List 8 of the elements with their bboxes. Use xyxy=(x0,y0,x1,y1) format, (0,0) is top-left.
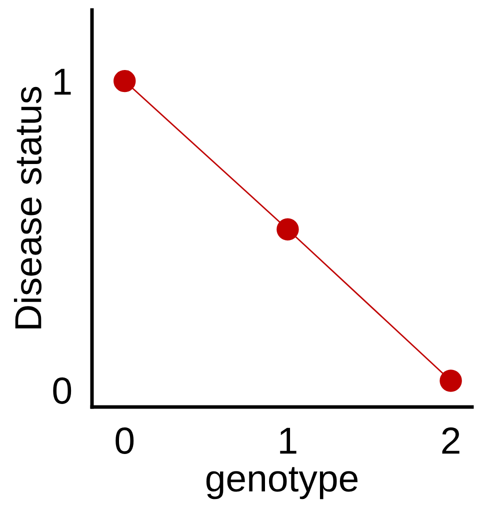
x-axis-title: genotype xyxy=(206,467,358,500)
x-tick-label: 1 xyxy=(280,428,296,454)
x-tick-label: 0 xyxy=(116,427,134,454)
point xyxy=(114,70,136,92)
point xyxy=(440,370,462,392)
point xyxy=(276,218,299,240)
x-tick-label: 2 xyxy=(442,427,460,454)
y-axis-title: Disease status xyxy=(14,86,42,328)
